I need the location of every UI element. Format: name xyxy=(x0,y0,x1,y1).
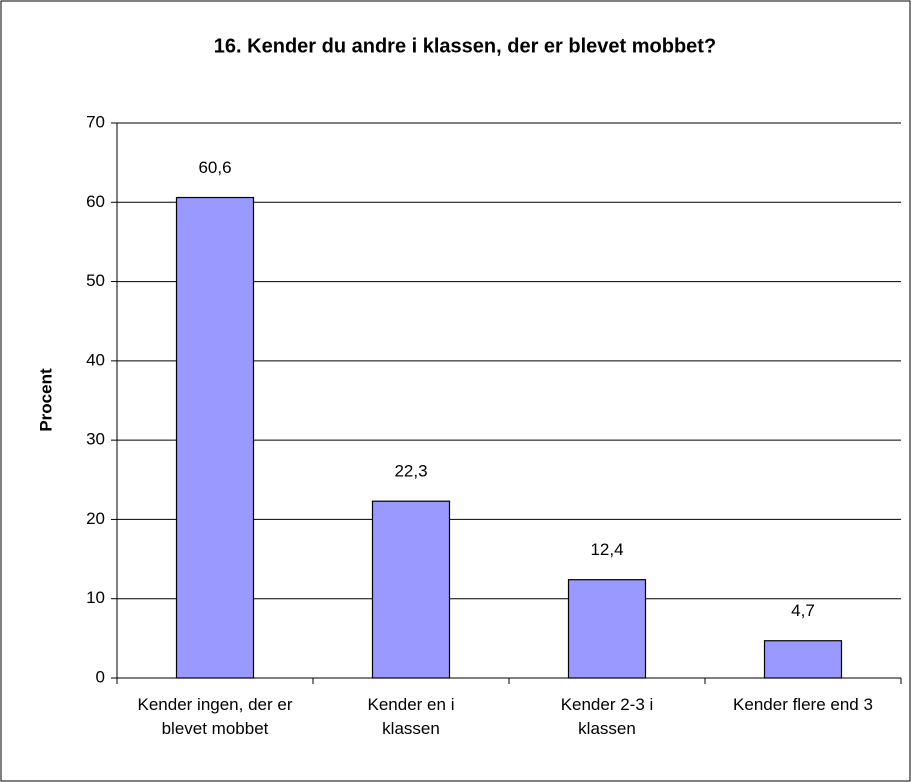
y-axis-label: Procent xyxy=(36,368,55,432)
y-tick-label: 40 xyxy=(86,350,105,369)
data-label: 22,3 xyxy=(394,462,427,481)
x-tick-label: Kender 2-3 i klassen xyxy=(560,695,654,738)
x-tick-label: Kender flere end 3 xyxy=(733,695,873,714)
y-tick-label: 50 xyxy=(86,271,105,290)
chart-title: 16. Kender du andre i klassen, der er bl… xyxy=(214,35,716,57)
x-tick-label: Kender ingen, der er blevet mobbet xyxy=(137,695,293,738)
y-tick-label: 70 xyxy=(86,112,105,131)
bar xyxy=(371,500,451,679)
data-label: 12,4 xyxy=(590,540,623,559)
bar xyxy=(175,196,255,679)
y-tick-label: 10 xyxy=(86,588,105,607)
x-tick-label: Kender en i klassen xyxy=(367,695,455,738)
y-tick-label: 20 xyxy=(86,509,105,528)
y-tick-label: 30 xyxy=(86,430,105,449)
y-tick-label: 60 xyxy=(86,192,105,211)
data-label: 60,6 xyxy=(198,158,231,177)
y-tick-label: 0 xyxy=(96,667,105,686)
bar xyxy=(763,640,843,679)
data-label: 4,7 xyxy=(791,601,815,620)
bar xyxy=(567,579,647,679)
